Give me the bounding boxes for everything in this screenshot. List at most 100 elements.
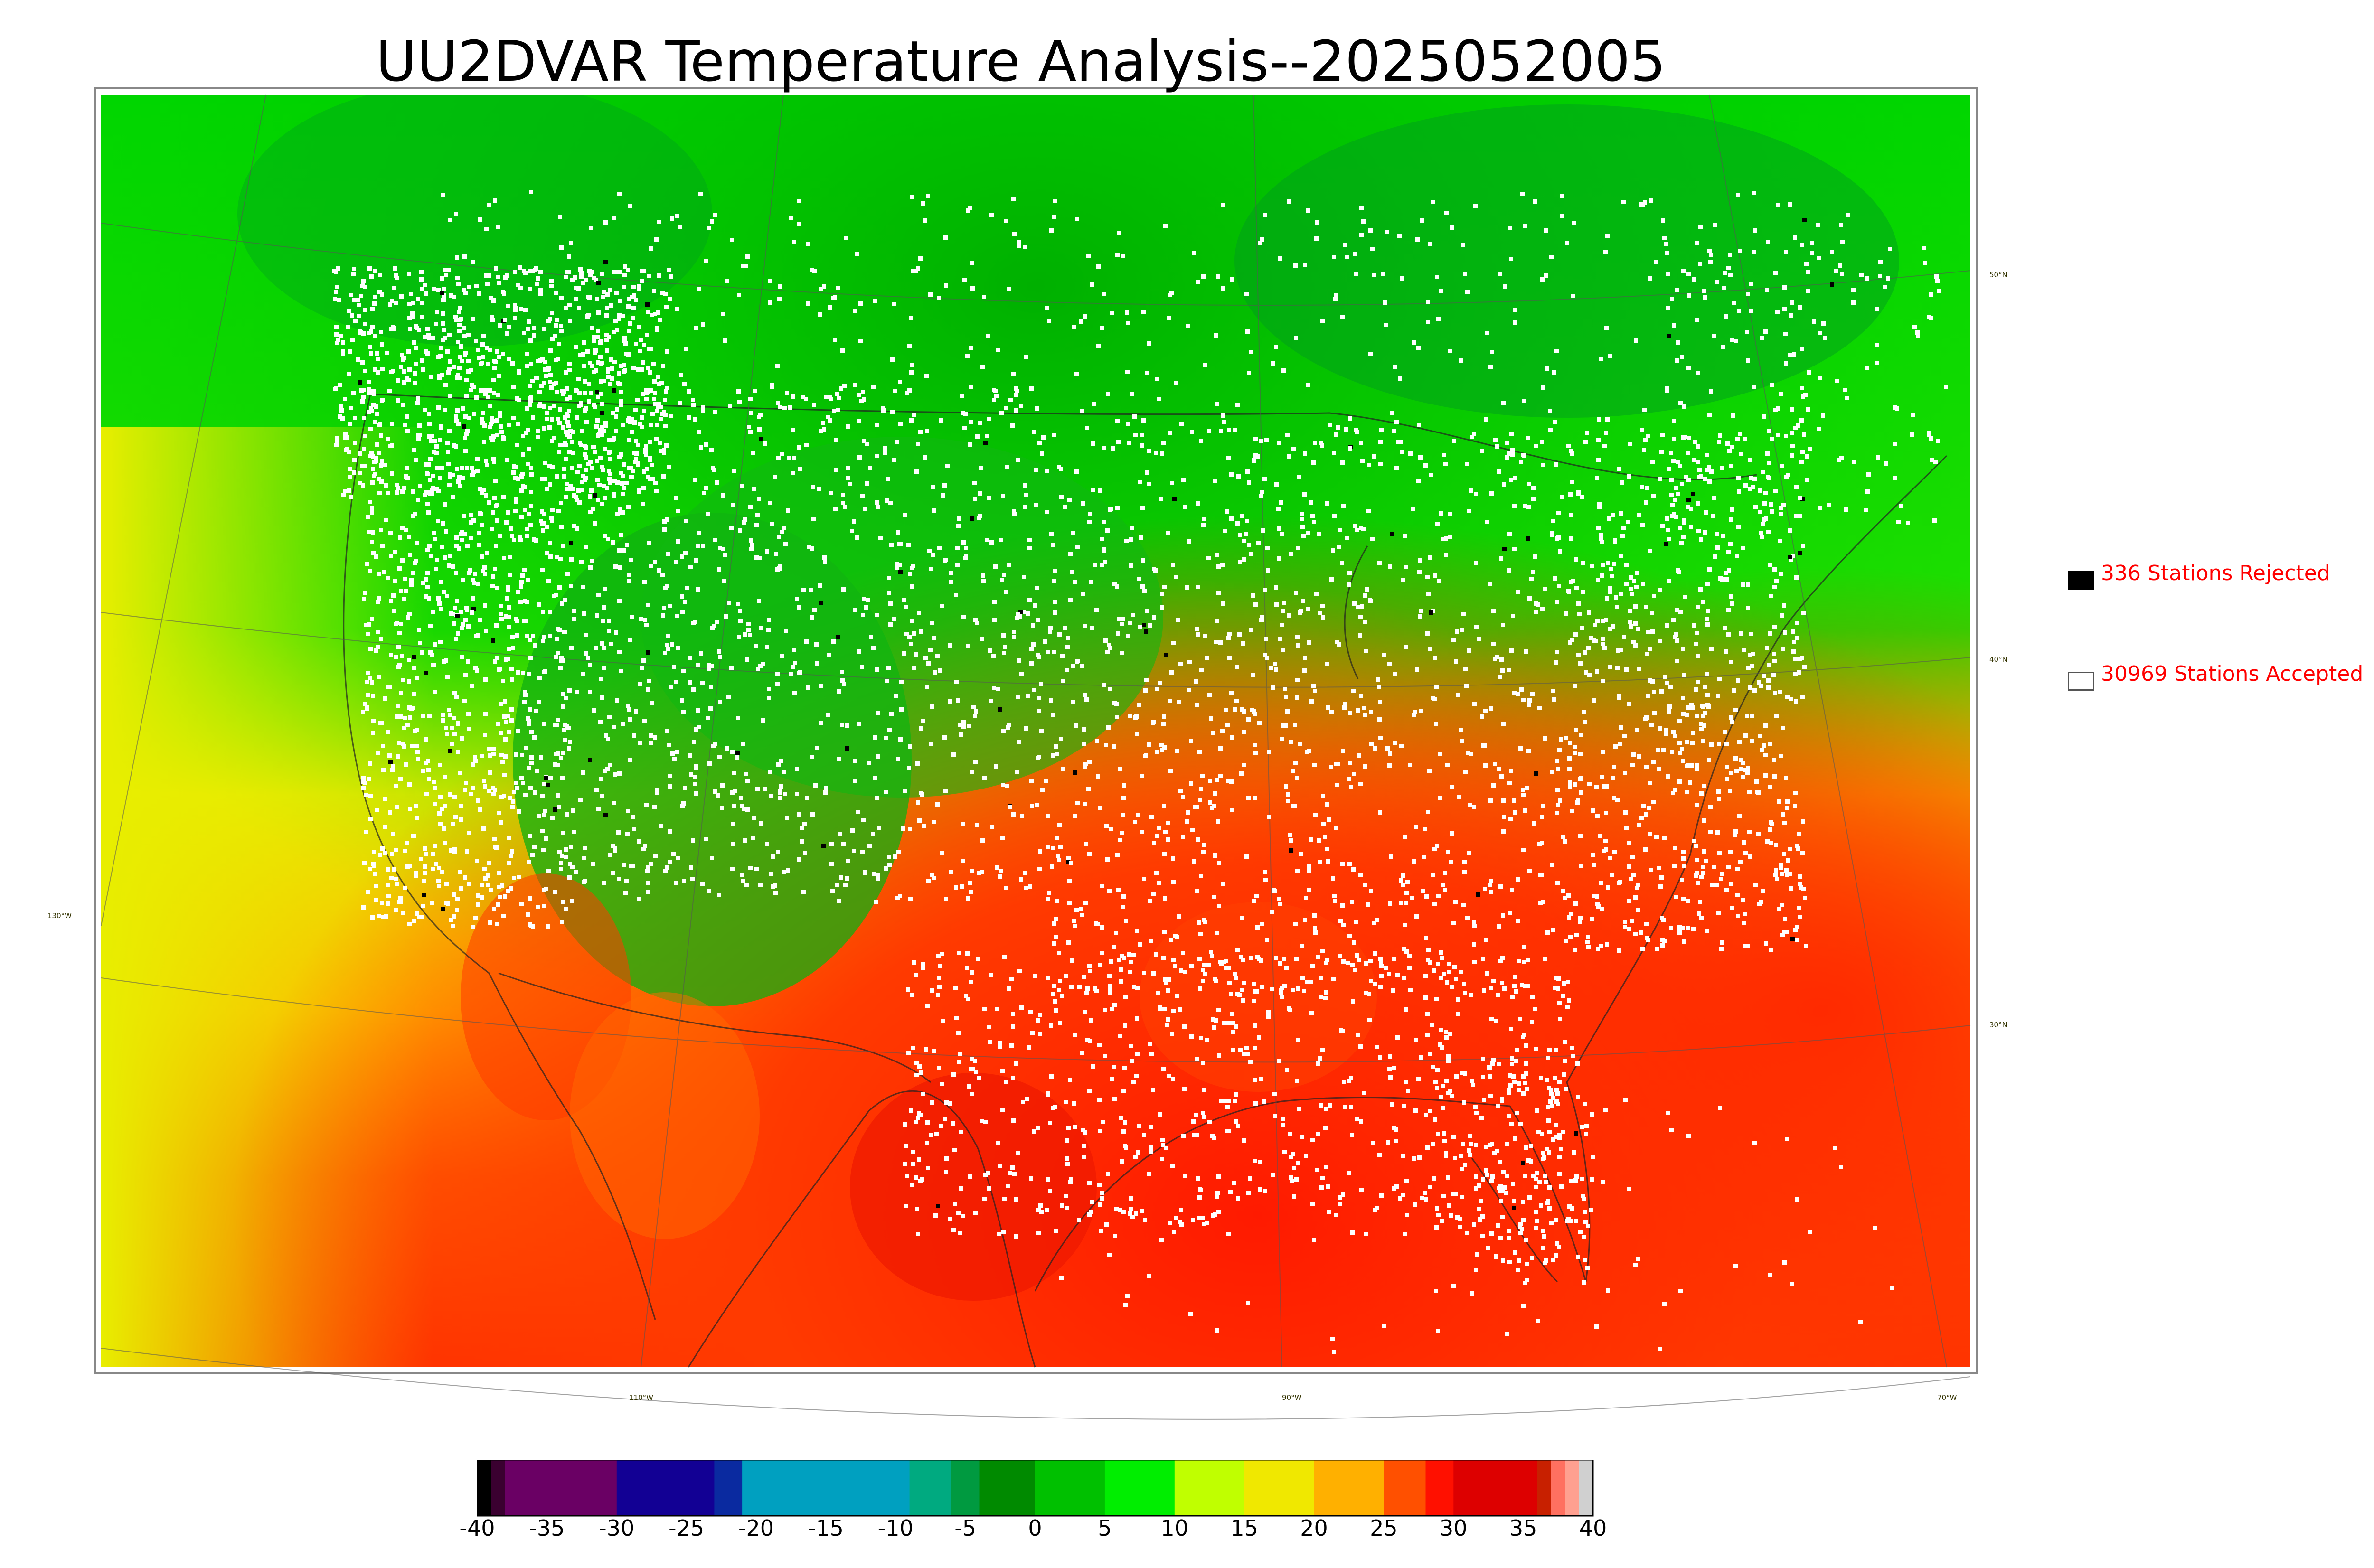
station-marker [1759,684,1763,688]
station-marker [961,540,966,545]
station-marker [1659,689,1664,694]
station-marker [563,630,567,634]
station-marker [1080,1051,1084,1055]
station-marker [652,397,656,401]
station-marker [615,698,619,703]
station-marker [1512,547,1517,551]
station-marker [841,842,846,846]
station-marker [953,986,958,990]
station-marker [973,618,978,622]
station-marker [1229,992,1233,996]
station-marker [1120,1159,1124,1164]
station-marker [461,622,465,627]
station-marker [452,365,456,369]
station-marker [433,802,437,806]
station-marker [403,577,407,581]
station-marker [731,842,735,846]
station-marker [1448,512,1452,516]
station-marker [906,543,911,547]
station-marker [895,440,899,444]
station-marker [1051,1106,1055,1110]
station-marker [1524,1043,1528,1048]
station-marker [369,451,374,456]
station-marker [1509,1122,1514,1126]
station-marker [347,488,351,493]
station-marker [525,364,529,368]
station-marker [430,901,434,905]
station-marker [401,742,405,746]
station-marker [488,920,492,925]
station-marker [1587,782,1592,786]
station-marker [1072,1101,1076,1106]
station-marker [1404,1179,1409,1183]
station-marker [1633,643,1638,648]
station-marker [1557,1172,1562,1176]
station-marker [390,852,394,856]
station-marker [1102,446,1106,450]
station-marker [1686,899,1690,903]
station-marker [334,443,339,447]
station-marker [1459,1154,1463,1158]
station-marker [411,571,415,575]
station-marker [1455,629,1459,634]
station-marker [769,872,773,876]
station-marker [506,304,510,308]
station-marker [1081,1128,1085,1132]
station-marker [1198,932,1203,936]
station-marker [1142,1133,1146,1137]
station-marker [745,657,749,662]
station-marker [942,735,947,740]
station-marker [980,838,985,843]
station-marker [1598,834,1602,838]
station-marker [485,551,489,555]
station-marker [1469,1142,1473,1146]
station-marker [1135,1052,1140,1056]
station-marker [801,395,805,399]
station-marker [853,759,857,763]
station-marker [1569,449,1573,453]
station-marker [1202,918,1206,922]
station-marker [448,713,452,717]
station-marker [773,891,778,895]
station-marker [412,448,416,452]
station-marker [1553,576,1557,581]
station-marker [1065,1206,1069,1210]
station-marker [936,993,940,997]
station-marker [1306,531,1310,535]
station-marker [366,693,370,697]
station-marker [654,489,659,493]
station-marker [600,695,604,700]
station-marker [1405,1213,1409,1217]
station-marker [393,550,397,554]
station-marker [1080,913,1084,917]
station-marker [370,307,375,311]
station-marker [1400,450,1404,454]
station-marker [507,861,511,865]
station-marker [1035,803,1039,807]
station-marker [940,952,944,956]
station-marker [621,510,625,515]
station-marker [1000,578,1004,582]
station-marker [1086,787,1091,791]
station-marker [548,380,552,384]
station-marker [388,531,393,535]
station-marker [1543,736,1547,741]
station-marker [1356,1033,1360,1037]
station-marker [1775,877,1779,881]
station-marker [1340,862,1345,866]
station-marker [956,1031,961,1035]
station-marker [1129,960,1133,964]
station-marker [1140,584,1145,589]
station-marker [1779,866,1783,870]
station-marker [769,794,773,798]
station-marker [394,908,398,912]
station-marker [1252,982,1256,986]
station-marker [944,1170,948,1174]
station-marker [1253,1159,1257,1163]
station-marker [1147,1172,1151,1176]
station-marker [370,680,374,685]
station-marker [1372,454,1376,459]
station-marker [1367,992,1371,996]
station-marker [1337,642,1341,647]
station-marker [528,269,532,273]
